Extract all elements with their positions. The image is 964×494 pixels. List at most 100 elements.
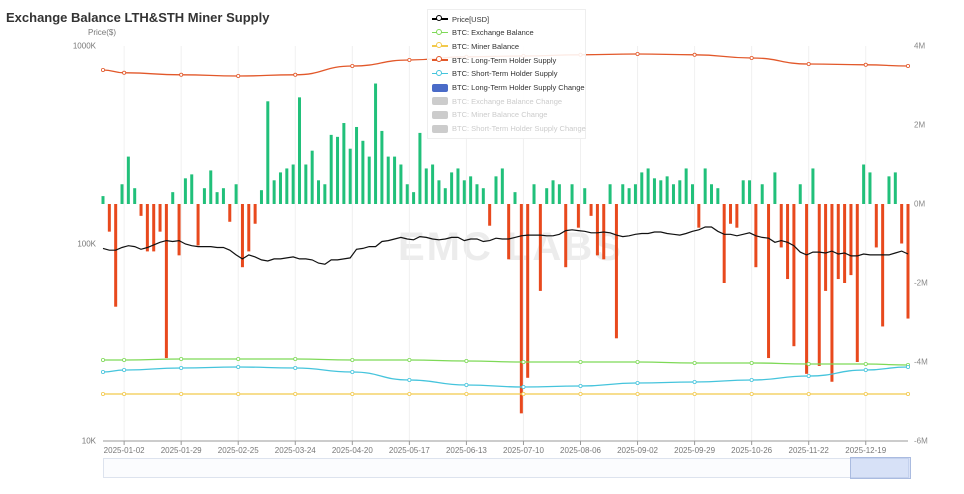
lth-change-bar [500, 168, 504, 204]
exchange-balance-point [236, 356, 241, 361]
lth-supply-point [179, 72, 184, 77]
legend-item[interactable]: BTC: Exchange Balance [432, 27, 534, 39]
lth-change-bar [710, 184, 714, 204]
lth-change-bar [646, 168, 650, 204]
data-zoom-slider[interactable] [103, 458, 909, 478]
lth-change-bar [830, 204, 834, 382]
lth-change-bar [481, 188, 485, 204]
x-tick-label: 2025-06-13 [445, 446, 487, 455]
chart-title: Exchange Balance LTH&STH Miner Supply [6, 10, 270, 25]
right-axis-tick: -6M [914, 436, 928, 446]
lth-change-bar [773, 172, 777, 204]
miner-balance-point [863, 391, 868, 396]
lth-change-bar [272, 180, 276, 204]
legend-label: BTC: Miner Balance [452, 41, 520, 51]
x-tick-label: 2025-01-02 [103, 446, 145, 455]
x-tick-label: 2025-07-10 [502, 446, 544, 455]
lth-change-bar [475, 184, 479, 204]
lth-change-bar [462, 180, 466, 204]
price-line [102, 226, 909, 265]
legend-item[interactable]: BTC: Short-Term Holder Supply Change [432, 123, 586, 135]
lth-change-bar [729, 204, 733, 224]
lth-change-bar [152, 204, 156, 252]
lth-change-bar [240, 204, 244, 268]
lth-change-bar [164, 204, 168, 359]
lth-supply-point [293, 72, 298, 77]
legend-item[interactable]: Price[USD] [432, 13, 489, 25]
lth-change-bar [412, 192, 416, 204]
miner-balance-point [578, 391, 583, 396]
lth-change-bar [145, 204, 149, 252]
legend-label: BTC: Short-Term Holder Supply [452, 69, 558, 79]
lth-change-bar [887, 176, 891, 204]
lth-change-bar [374, 83, 378, 204]
legend-item[interactable]: BTC: Short-Term Holder Supply [432, 68, 557, 80]
lth-supply-point [236, 74, 241, 79]
lth-change-bar [551, 180, 555, 204]
x-tick-label: 2025-01-29 [160, 446, 202, 455]
lth-change-bar [285, 168, 289, 204]
exchange-balance-point [407, 357, 412, 362]
legend-item[interactable]: BTC: Miner Balance [432, 40, 519, 52]
legend-item[interactable]: BTC: Miner Balance Change [432, 109, 547, 121]
data-zoom-handle[interactable] [850, 457, 911, 479]
sth-supply-point [293, 365, 298, 370]
line-marker-icon [432, 69, 448, 79]
lth-supply-point [806, 62, 811, 67]
legend-item[interactable]: BTC: Long-Term Holder Supply Change [432, 82, 585, 94]
lth-supply-point [692, 52, 697, 57]
lth-change-bar [538, 204, 542, 291]
lth-change-bar [767, 204, 771, 359]
lth-change-bar [900, 204, 904, 244]
bar-swatch-icon [432, 83, 448, 93]
miner-balance-point [464, 391, 469, 396]
miner-balance-point [521, 391, 526, 396]
sth-supply-point [906, 364, 911, 369]
x-tick-label: 2025-03-24 [274, 446, 316, 455]
lth-change-bar [177, 204, 181, 256]
lth-change-bar [310, 150, 314, 204]
lth-change-bar [874, 204, 878, 248]
sth-supply-point [407, 377, 412, 382]
lth-change-bar [722, 204, 726, 283]
lth-change-bar [684, 168, 688, 204]
lth-change-bar [526, 204, 530, 378]
lth-supply-point [635, 52, 640, 57]
lth-change-bar [595, 204, 599, 256]
lth-change-bar [621, 184, 625, 204]
exchange-balance-point [464, 358, 469, 363]
miner-balance-point [293, 391, 298, 396]
lth-change-bar [855, 204, 859, 362]
lth-change-bar [291, 164, 295, 204]
lth-change-bar [133, 188, 137, 204]
lth-change-bar [355, 126, 359, 204]
lth-change-bar [348, 148, 352, 204]
lth-change-bar [564, 204, 568, 268]
miner-balance-point [749, 391, 754, 396]
lth-supply-point [906, 64, 911, 69]
miner-balance-point [236, 391, 241, 396]
right-axis-tick: 2M [914, 120, 926, 130]
lth-change-bar [760, 184, 764, 204]
exchange-balance-point [863, 361, 868, 366]
lth-change-bar [120, 184, 124, 204]
sth-supply-point [122, 367, 127, 372]
lth-change-bar [652, 178, 656, 204]
lth-supply-point [350, 64, 355, 69]
miner-balance-point [350, 391, 355, 396]
lth-supply-point [863, 62, 868, 67]
lth-change-bar [881, 204, 885, 327]
lth-change-bar [519, 204, 523, 414]
lth-change-bar [107, 204, 111, 232]
lth-change-bar [906, 204, 910, 319]
lth-change-bar [849, 204, 853, 276]
lth-supply-point [101, 68, 106, 73]
sth-supply-point [179, 365, 184, 370]
legend-item[interactable]: BTC: Long-Term Holder Supply [432, 54, 556, 66]
x-tick-label: 2025-08-06 [560, 446, 601, 455]
legend-label: Price[USD] [452, 14, 490, 24]
legend-item[interactable]: BTC: Exchange Balance Change [432, 95, 562, 107]
lth-change-bar [431, 164, 435, 204]
miner-balance-point [179, 391, 184, 396]
lth-change-bar [196, 204, 200, 246]
